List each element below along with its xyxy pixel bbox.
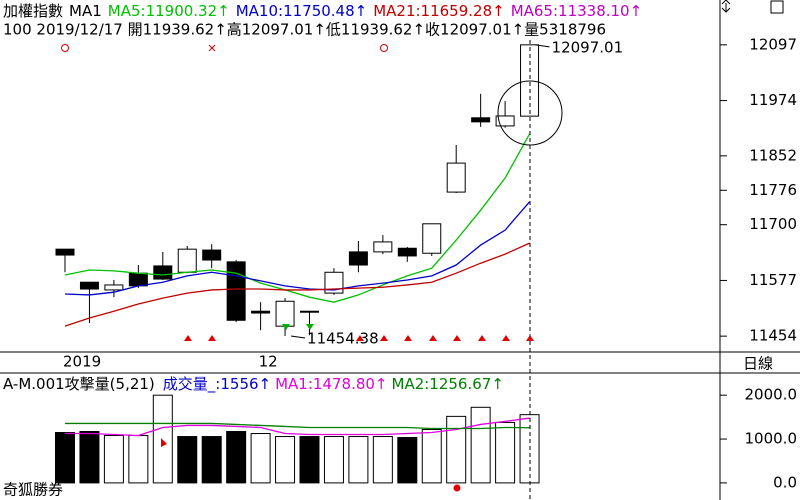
volume-bar — [152, 394, 173, 484]
signals — [61, 44, 534, 492]
volume-bar — [421, 428, 442, 484]
y-tick-label: 12097 — [749, 35, 797, 53]
y-tick-label: 2000.0 — [745, 386, 798, 404]
volume-bar — [250, 433, 271, 484]
volume-bar — [495, 421, 516, 484]
signal-triangles — [184, 335, 534, 341]
volume-bar — [177, 436, 198, 484]
volume-bar — [299, 436, 320, 484]
volume-bar — [446, 415, 467, 484]
y-tick-label: 11700 — [749, 215, 797, 233]
candle-body — [348, 251, 368, 266]
panel-title: A-M.001攻擊量(5,21) — [3, 375, 155, 393]
volume-bar — [79, 431, 100, 484]
candle-body — [300, 310, 319, 313]
signal-dot — [453, 484, 461, 492]
footer: 奇狐勝券 — [3, 481, 63, 499]
annotation: 11454.38 — [307, 329, 379, 347]
highlight-circle — [497, 80, 563, 146]
candle-body — [495, 115, 515, 127]
volume-bar — [103, 435, 124, 484]
candle-body — [446, 162, 466, 193]
y-tick-label: 11454 — [749, 327, 797, 345]
candle-body — [397, 247, 417, 257]
candle-body — [422, 223, 442, 254]
legend-entry: 成交量_:1556↑ — [163, 375, 271, 394]
scroll-icon[interactable] — [721, 0, 731, 13]
signal-cross — [208, 44, 216, 52]
annotation: 12097.01 — [552, 38, 624, 56]
candle-body — [520, 44, 540, 117]
y-tick-label: 1000.0 — [745, 430, 798, 448]
y-tick-label: 11577 — [749, 271, 797, 289]
legend-entry: MA10:11750.48↑ — [236, 2, 367, 20]
legend-entry: MA1:1478.80↑ — [275, 375, 387, 393]
candle-body — [226, 261, 246, 321]
legend-line: A-M.001攻擊量(5,21) 成交量_:1556↑ MA1:1478.80↑ MA… — [3, 375, 504, 394]
ma-line — [65, 422, 530, 430]
ma-line — [64, 201, 531, 296]
y-tick-label: 11776 — [749, 181, 797, 199]
signal-triangles-green — [282, 324, 314, 330]
annotation-leader — [290, 335, 306, 339]
subtitle: MA1 — [69, 2, 102, 20]
candle-body — [55, 248, 75, 256]
period-label: 日線 — [743, 355, 773, 373]
signal-arrow — [161, 438, 167, 447]
candle-body — [324, 271, 344, 294]
ma-line — [64, 242, 530, 327]
volume-bar — [397, 437, 418, 484]
ma-line — [64, 133, 531, 303]
candle-body — [251, 310, 271, 314]
maximize-icon[interactable] — [770, 0, 784, 14]
volume-bar — [55, 432, 75, 484]
legend-line: 加權指數 MA1 MA5:11900.32↑ MA10:11750.48↑ MA21:1… — [3, 2, 642, 20]
volume-bar — [226, 431, 247, 484]
legend-entry: MA21:11659.28↑ — [373, 2, 504, 20]
candle-body — [153, 265, 173, 280]
ma-line — [65, 417, 530, 437]
chart-title: 加權指數 — [3, 2, 63, 20]
candle-body — [471, 117, 491, 123]
info-line: 100 2019/12/17 開11939.62↑高12097.01↑低1193… — [3, 21, 606, 39]
candle-body — [79, 281, 99, 290]
volume-bar — [128, 435, 149, 484]
x-tick-label: 2019 — [63, 353, 101, 371]
candle-body — [373, 241, 393, 253]
volume-bar — [323, 436, 344, 484]
candle-body — [177, 248, 197, 273]
candle-body — [202, 249, 222, 261]
x-tick-label: 12 — [259, 353, 278, 371]
volume-bar — [372, 436, 393, 484]
legend-entry: MA5:11900.32↑ — [108, 2, 230, 20]
volume-bar — [348, 436, 369, 484]
y-tick-label: 11852 — [749, 146, 797, 164]
volume-bar — [470, 406, 491, 484]
candle-body — [128, 272, 148, 287]
signal-circle — [61, 44, 69, 52]
candle-body — [275, 300, 295, 327]
candle-body — [104, 284, 124, 291]
signal-circle — [380, 44, 388, 52]
legend-entry: MA2:1256.67↑ — [392, 375, 504, 393]
legend-entry: MA65:11338.10↑ — [511, 2, 642, 20]
y-tick-label: 0.0 — [773, 473, 797, 491]
annotation-leader — [535, 44, 550, 48]
y-tick-label: 11974 — [749, 91, 797, 109]
volume-bar — [201, 436, 222, 484]
marks: 12097 11974 11852 11776 11700 11577 11454 2019 1… — [55, 35, 798, 491]
volume-bar — [275, 436, 296, 484]
